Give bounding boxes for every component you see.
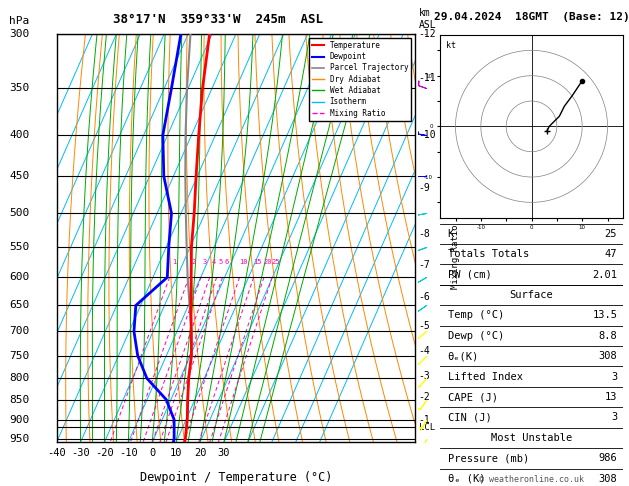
Text: 850: 850 (9, 395, 30, 404)
Text: 38°17'N  359°33'W  245m  ASL: 38°17'N 359°33'W 245m ASL (113, 13, 323, 26)
Text: 500: 500 (9, 208, 30, 218)
Text: -10: -10 (419, 130, 437, 140)
Text: 3: 3 (611, 413, 617, 422)
Text: 10: 10 (239, 260, 248, 265)
Text: 1: 1 (172, 260, 176, 265)
Text: -30: -30 (71, 449, 90, 458)
Text: 300: 300 (9, 29, 30, 39)
Text: -9: -9 (419, 183, 430, 193)
Text: LCL: LCL (419, 423, 435, 432)
Text: 400: 400 (9, 130, 30, 140)
Text: 3: 3 (203, 260, 207, 265)
Text: 800: 800 (9, 373, 30, 383)
Text: -8: -8 (419, 229, 430, 239)
Text: -11: -11 (419, 73, 437, 83)
Text: θₑ (K): θₑ (K) (448, 474, 485, 484)
Text: 20: 20 (194, 449, 206, 458)
Text: 600: 600 (9, 272, 30, 282)
Text: K: K (448, 229, 454, 239)
Text: 15: 15 (253, 260, 262, 265)
Text: 25: 25 (272, 260, 281, 265)
Text: -3: -3 (419, 371, 430, 381)
Text: kt: kt (446, 41, 456, 50)
Text: km
ASL: km ASL (419, 8, 437, 30)
Text: CIN (J): CIN (J) (448, 413, 491, 422)
Text: 10: 10 (170, 449, 182, 458)
Text: Surface: Surface (509, 290, 554, 300)
Text: -20: -20 (95, 449, 114, 458)
Text: Pressure (mb): Pressure (mb) (448, 453, 529, 463)
Text: 308: 308 (598, 351, 617, 361)
Text: 650: 650 (9, 300, 30, 311)
Text: Dewpoint / Temperature (°C): Dewpoint / Temperature (°C) (140, 471, 332, 484)
Text: Mixing Ratio (g/kg): Mixing Ratio (g/kg) (451, 187, 460, 289)
Text: Most Unstable: Most Unstable (491, 433, 572, 443)
Text: 986: 986 (598, 453, 617, 463)
Text: 47: 47 (604, 249, 617, 259)
Text: Dewp (°C): Dewp (°C) (448, 331, 504, 341)
Text: Lifted Index: Lifted Index (448, 372, 523, 382)
Text: 29.04.2024  18GMT  (Base: 12): 29.04.2024 18GMT (Base: 12) (433, 12, 629, 22)
Legend: Temperature, Dewpoint, Parcel Trajectory, Dry Adiabat, Wet Adiabat, Isotherm, Mi: Temperature, Dewpoint, Parcel Trajectory… (309, 38, 411, 121)
Text: 950: 950 (9, 434, 30, 444)
Text: 4: 4 (212, 260, 216, 265)
Text: 20: 20 (264, 260, 272, 265)
Text: Temp (°C): Temp (°C) (448, 311, 504, 320)
Text: 5: 5 (219, 260, 223, 265)
Text: -7: -7 (419, 260, 430, 270)
Text: 450: 450 (9, 172, 30, 181)
Text: © weatheronline.co.uk: © weatheronline.co.uk (479, 474, 584, 484)
Text: 750: 750 (9, 350, 30, 361)
Text: -4: -4 (419, 346, 430, 356)
Text: 30: 30 (218, 449, 230, 458)
Text: 6: 6 (225, 260, 229, 265)
Text: 550: 550 (9, 242, 30, 252)
Text: 700: 700 (9, 327, 30, 336)
Text: 308: 308 (598, 474, 617, 484)
Text: θₑ(K): θₑ(K) (448, 351, 479, 361)
Text: 25: 25 (604, 229, 617, 239)
Text: hPa: hPa (9, 16, 30, 26)
Text: -10: -10 (119, 449, 138, 458)
Text: 2: 2 (191, 260, 195, 265)
Text: 8.8: 8.8 (598, 331, 617, 341)
Text: -2: -2 (419, 393, 430, 402)
Text: -6: -6 (419, 292, 430, 302)
Text: -1: -1 (419, 415, 430, 425)
Text: -12: -12 (419, 29, 437, 39)
Text: 350: 350 (9, 83, 30, 93)
Text: 13: 13 (604, 392, 617, 402)
Text: 0: 0 (149, 449, 155, 458)
Text: -5: -5 (419, 321, 430, 331)
Text: 2.01: 2.01 (593, 270, 617, 279)
Text: 13.5: 13.5 (593, 311, 617, 320)
Text: -40: -40 (47, 449, 66, 458)
Text: CAPE (J): CAPE (J) (448, 392, 498, 402)
Text: 3: 3 (611, 372, 617, 382)
Text: PW (cm): PW (cm) (448, 270, 491, 279)
Text: 900: 900 (9, 415, 30, 425)
Text: Totals Totals: Totals Totals (448, 249, 529, 259)
